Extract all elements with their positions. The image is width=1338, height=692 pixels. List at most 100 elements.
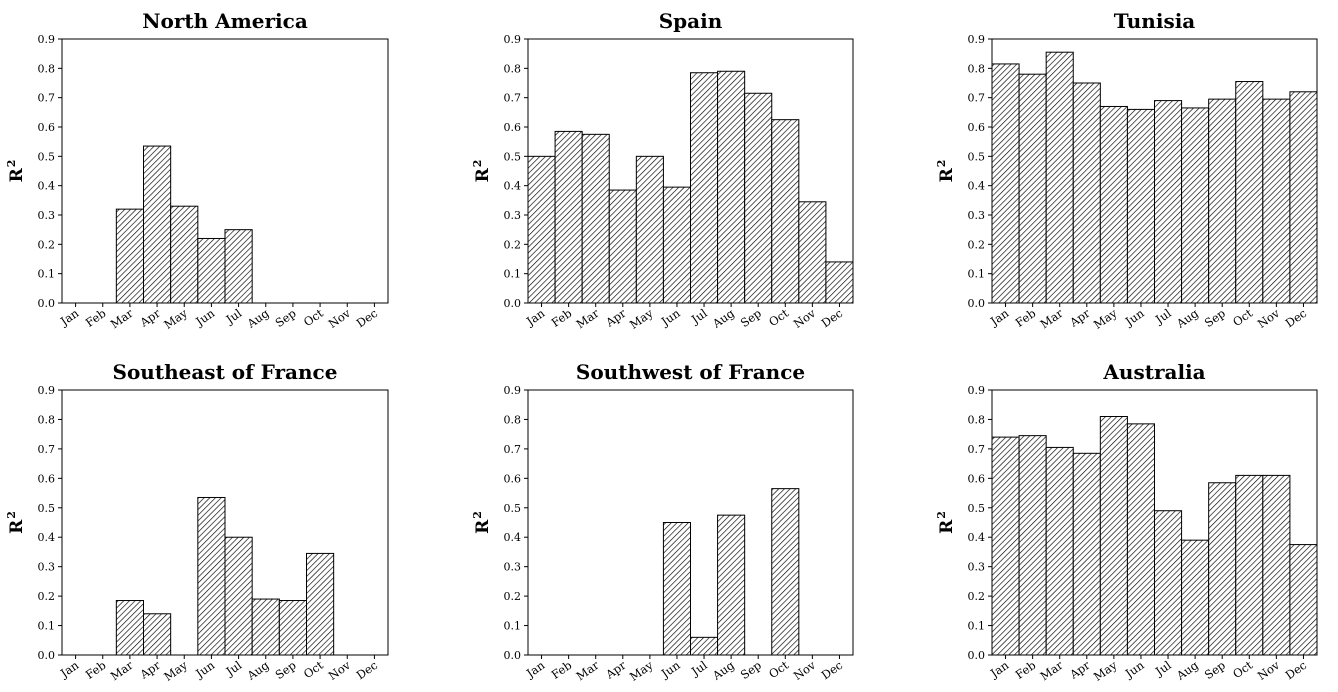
bar	[1235, 474, 1264, 656]
chart-panel: Tunisia 0.0 0.1 0.2 0.3 0.4 0.5 0.6 0.7 0.8 0.9 Jan…	[935, 9, 1318, 332]
x-tick-label: Apr	[137, 306, 164, 330]
y-tick-label: 0.5	[38, 150, 56, 163]
bar	[251, 598, 280, 656]
bar	[1262, 474, 1291, 656]
bar	[197, 237, 226, 304]
y-tick-label: 0.3	[504, 561, 522, 574]
x-tick-label: Jun	[1122, 658, 1147, 682]
y-tick-label: 0.9	[968, 33, 986, 46]
x-tick-label: Jul	[1152, 306, 1174, 327]
bar	[1072, 452, 1101, 656]
y-axis-label: R2	[471, 511, 493, 534]
y-axis-label-superscript: 2	[5, 160, 18, 168]
y-tick-label: 0.2	[38, 238, 56, 251]
y-tick-label: 0.4	[968, 531, 986, 544]
x-tick-label: Dec	[1283, 658, 1309, 682]
x-tick-label: Feb	[83, 658, 109, 682]
x-tick-label: May	[161, 658, 190, 684]
bar	[170, 205, 199, 304]
x-tick-label: Aug	[709, 306, 737, 332]
chart-title: Tunisia	[1114, 9, 1196, 33]
bar	[554, 130, 583, 304]
chart-panel: Southwest of France 0.0 0.1 0.2 0.3 0.4 0.5 0.6…	[471, 360, 854, 684]
y-tick-label: 0.9	[968, 384, 986, 397]
x-tick-label: Aug	[1173, 658, 1201, 684]
y-tick-label: 0.6	[504, 121, 522, 134]
x-tick-label: Aug	[244, 306, 272, 332]
bar	[115, 600, 145, 656]
bar	[224, 536, 253, 656]
x-tick-label: Dec	[354, 658, 380, 682]
bar	[608, 189, 637, 304]
bar	[306, 552, 335, 656]
chart-panel: North America 0.0 0.1 0.2 0.3 0.4 0.5 0.6 0.7 0.8…	[5, 9, 389, 332]
x-tick-label: Jan	[523, 306, 548, 329]
bar	[115, 208, 145, 304]
x-tick-label: Jun	[192, 658, 217, 682]
x-tick-label: Oct	[1230, 658, 1255, 681]
y-axis-label-base: R	[7, 519, 27, 534]
bar	[717, 70, 746, 304]
bar	[1208, 482, 1237, 656]
y-tick-label: 0.4	[504, 180, 522, 193]
bar	[1072, 82, 1101, 304]
y-tick-label: 0.7	[38, 92, 56, 105]
x-tick-label: Jun	[658, 658, 683, 682]
y-tick-label: 0.7	[968, 443, 986, 456]
bar	[224, 229, 253, 304]
x-tick-label: Nov	[326, 306, 354, 331]
x-tick-label: Jan	[987, 658, 1012, 681]
x-tick-label: Aug	[244, 658, 272, 684]
x-tick-label: Nov	[791, 658, 819, 683]
y-tick-label: 0.3	[38, 209, 56, 222]
y-tick-label: 0.2	[504, 238, 522, 251]
x-tick-label: Jul	[223, 658, 245, 679]
x-tick-label: Nov	[1255, 658, 1283, 683]
bar	[143, 145, 172, 304]
x-tick-label: Apr	[602, 306, 629, 330]
x-tick-label: May	[161, 306, 190, 332]
y-tick-label: 0.0	[504, 297, 522, 310]
x-tick-label: Apr	[1066, 306, 1093, 330]
y-tick-label: 0.2	[968, 238, 986, 251]
bar	[771, 119, 800, 304]
y-tick-label: 0.0	[38, 297, 56, 310]
bar	[1154, 100, 1183, 304]
x-tick-label: Jun	[1122, 306, 1147, 330]
chart-title: Southeast of France	[113, 360, 338, 384]
y-tick-label: 0.4	[38, 180, 56, 193]
bar	[1018, 73, 1047, 304]
x-tick-label: Feb	[549, 306, 575, 330]
y-tick-label: 0.0	[504, 649, 522, 662]
x-tick-label: Dec	[819, 658, 845, 682]
bar	[1154, 510, 1183, 656]
bar	[1099, 416, 1128, 656]
x-tick-label: Jan	[523, 658, 548, 681]
y-tick-label: 0.8	[38, 62, 56, 75]
x-tick-label: Mar	[108, 306, 136, 332]
x-tick-label: Oct	[1230, 306, 1255, 329]
y-tick-label: 0.1	[968, 620, 986, 633]
bar	[1126, 108, 1155, 304]
y-tick-label: 0.3	[968, 561, 986, 574]
bar	[798, 201, 827, 304]
y-tick-label: 0.3	[504, 209, 522, 222]
bar	[1099, 105, 1128, 304]
x-tick-label: Oct	[766, 306, 791, 329]
x-tick-label: Mar	[108, 658, 136, 684]
y-tick-label: 0.8	[504, 413, 522, 426]
y-axis-label-base: R	[473, 519, 493, 534]
y-axis-label-base: R	[937, 167, 957, 182]
y-tick-label: 0.8	[504, 62, 522, 75]
bar	[1045, 446, 1074, 656]
bar	[662, 522, 692, 656]
x-tick-label: Feb	[549, 658, 575, 682]
x-tick-label: Dec	[819, 306, 845, 330]
chart-panel: Spain 0.0 0.1 0.2 0.3 0.4 0.5 0.6 0.7 0.8 0.9 Jan Fe…	[471, 9, 854, 332]
x-tick-label: Nov	[326, 658, 354, 683]
x-tick-label: May	[627, 658, 656, 684]
bar	[991, 63, 1020, 304]
x-tick-label: Jun	[658, 306, 683, 330]
x-tick-label: Dec	[1283, 306, 1309, 330]
